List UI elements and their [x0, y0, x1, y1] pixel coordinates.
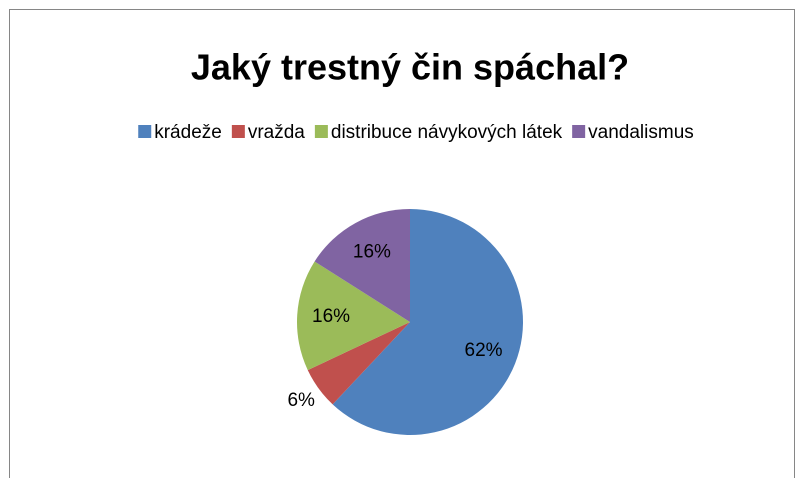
legend-label: vandalismus: [588, 122, 694, 143]
data-label: 16%: [312, 306, 350, 327]
legend-label: distribuce návykových látek: [331, 122, 563, 143]
pie-slice: [332, 209, 524, 435]
legend-swatch: [138, 125, 152, 138]
data-label: 16%: [353, 242, 391, 263]
legend-label: vražda: [248, 122, 305, 143]
legend-swatch: [572, 125, 586, 138]
data-label: 6%: [287, 390, 315, 411]
legend-label: krádeže: [154, 122, 222, 143]
legend-swatch: [314, 125, 328, 138]
legend-swatch: [231, 125, 245, 138]
pie-slice: [314, 209, 410, 322]
chart-title: Jaký trestný čin spáchal?: [191, 47, 629, 88]
pie-slice: [297, 261, 410, 371]
data-label: 62%: [465, 340, 503, 361]
pie-slice: [307, 322, 410, 405]
